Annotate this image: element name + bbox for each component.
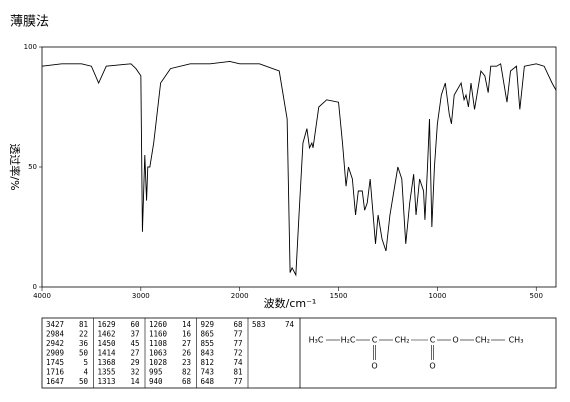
- wavenumber-cell: 929: [201, 320, 215, 329]
- wavenumber-cell: 583: [252, 320, 266, 329]
- transmittance-cell: 82: [182, 368, 191, 377]
- structure-group: C: [430, 336, 436, 345]
- transmittance-cell: 50: [79, 349, 89, 358]
- wavenumber-cell: 1629: [98, 320, 116, 329]
- transmittance-cell: 23: [182, 358, 191, 367]
- transmittance-cell: 74: [233, 358, 243, 367]
- transmittance-cell: 27: [182, 339, 191, 348]
- wavenumber-cell: 1462: [98, 330, 116, 339]
- structure-group: O: [452, 336, 458, 345]
- transmittance-cell: 81: [79, 320, 88, 329]
- transmittance-cell: 81: [233, 368, 242, 377]
- x-tick-label: 500: [530, 292, 543, 300]
- wavenumber-cell: 2984: [46, 330, 65, 339]
- transmittance-cell: 36: [79, 339, 89, 348]
- structure: H₃C H₂C C CH₂ C O CH₂ CH₃ O O: [309, 336, 524, 371]
- transmittance-cell: 77: [233, 339, 242, 348]
- y-tick-label: 0: [33, 283, 37, 291]
- x-axis-label: 波数/cm⁻¹: [264, 297, 317, 310]
- transmittance-cell: 26: [182, 349, 192, 358]
- transmittance-cell: 29: [130, 358, 139, 367]
- wavenumber-cell: 812: [201, 358, 215, 367]
- structure-group: H₂C: [341, 336, 356, 345]
- transmittance-cell: 77: [233, 330, 242, 339]
- wavenumber-cell: 865: [201, 330, 215, 339]
- wavenumber-cell: 1063: [149, 349, 167, 358]
- y-axis-label: 透过率/%: [8, 143, 22, 190]
- transmittance-cell: 68: [182, 377, 192, 386]
- wavenumber-cell: 1414: [98, 349, 117, 358]
- peak-table: 3427 81 2984 22 2942 36 2909 50 1745 5 1716 4 1647 50…: [46, 318, 294, 388]
- wavenumber-cell: 2909: [46, 349, 64, 358]
- wavenumber-cell: 3427: [46, 320, 64, 329]
- transmittance-cell: 22: [79, 330, 88, 339]
- transmittance-cell: 50: [79, 377, 89, 386]
- transmittance-cell: 27: [130, 349, 139, 358]
- structure-oxygen: O: [371, 362, 377, 371]
- wavenumber-cell: 1355: [98, 368, 116, 377]
- wavenumber-cell: 648: [201, 377, 215, 386]
- transmittance-cell: 37: [130, 330, 139, 339]
- wavenumber-cell: 2942: [46, 339, 64, 348]
- wavenumber-cell: 843: [201, 349, 215, 358]
- wavenumber-cell: 940: [149, 377, 163, 386]
- transmittance-cell: 5: [83, 358, 88, 367]
- transmittance-cell: 16: [182, 330, 192, 339]
- chart-title: 薄膜法: [10, 15, 49, 30]
- x-tick-label: 3000: [132, 292, 150, 300]
- table-frame: [41, 317, 557, 389]
- transmittance-cell: 14: [130, 377, 140, 386]
- transmittance-cell: 4: [83, 368, 88, 377]
- y-tick-label: 100: [24, 43, 37, 51]
- wavenumber-cell: 1108: [149, 339, 168, 348]
- transmittance-cell: 68: [233, 320, 243, 329]
- wavenumber-cell: 1716: [46, 368, 65, 377]
- transmittance-cell: 72: [233, 349, 242, 358]
- wavenumber-cell: 1260: [149, 320, 168, 329]
- wavenumber-cell: 743: [201, 368, 215, 377]
- structure-group: CH₃: [509, 336, 524, 345]
- structure-oxygen: O: [429, 362, 435, 371]
- transmittance-cell: 45: [130, 339, 139, 348]
- wavenumber-cell: 1160: [149, 330, 168, 339]
- wavenumber-cell: 855: [201, 339, 215, 348]
- transmittance-cell: 74: [285, 320, 295, 329]
- x-tick-label: 4000: [33, 292, 51, 300]
- structure-group: CH₂: [475, 336, 490, 345]
- transmittance-cell: 14: [182, 320, 192, 329]
- x-tick-label: 1000: [428, 292, 446, 300]
- wavenumber-cell: 1450: [98, 339, 117, 348]
- transmittance-cell: 60: [130, 320, 140, 329]
- x-tick-label: 2000: [231, 292, 249, 300]
- wavenumber-cell: 995: [149, 368, 163, 377]
- wavenumber-cell: 1647: [46, 377, 64, 386]
- structure-group: H₃C: [309, 336, 324, 345]
- wavenumber-cell: 1368: [98, 358, 117, 367]
- spectrum-line: [41, 60, 557, 277]
- transmittance-cell: 77: [233, 377, 242, 386]
- wavenumber-cell: 1028: [149, 358, 168, 367]
- transmittance-cell: 32: [130, 368, 139, 377]
- y-tick-label: 50: [28, 163, 37, 171]
- structure-group: CH₂: [395, 336, 410, 345]
- x-tick-label: 1500: [330, 292, 348, 300]
- structure-group: C: [372, 336, 378, 345]
- wavenumber-cell: 1745: [46, 358, 64, 367]
- wavenumber-cell: 1313: [98, 377, 116, 386]
